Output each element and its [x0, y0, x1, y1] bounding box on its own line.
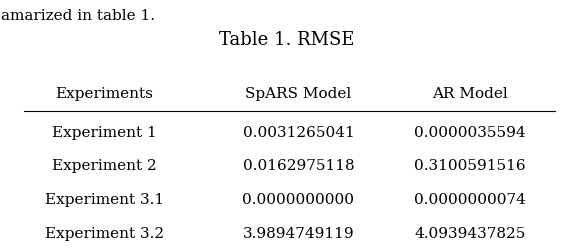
Text: 0.0031265041: 0.0031265041 [243, 126, 354, 140]
Text: Experiment 2: Experiment 2 [52, 160, 157, 173]
Text: Experiment 1: Experiment 1 [52, 126, 157, 140]
Text: SpARS Model: SpARS Model [245, 87, 351, 101]
Text: 0.0000000000: 0.0000000000 [242, 193, 354, 207]
Text: Table 1. RMSE: Table 1. RMSE [219, 31, 355, 49]
Text: AR Model: AR Model [432, 87, 507, 101]
Text: 0.0000000074: 0.0000000074 [414, 193, 526, 207]
Text: 0.3100591516: 0.3100591516 [414, 160, 526, 173]
Text: Experiments: Experiments [55, 87, 153, 101]
Text: 4.0939437825: 4.0939437825 [414, 227, 525, 241]
Text: 0.0162975118: 0.0162975118 [243, 160, 354, 173]
Text: amarized in table 1.: amarized in table 1. [1, 9, 156, 23]
Text: 0.0000035594: 0.0000035594 [414, 126, 526, 140]
Text: Experiment 3.1: Experiment 3.1 [45, 193, 164, 207]
Text: 3.9894749119: 3.9894749119 [243, 227, 354, 241]
Text: Experiment 3.2: Experiment 3.2 [45, 227, 164, 241]
